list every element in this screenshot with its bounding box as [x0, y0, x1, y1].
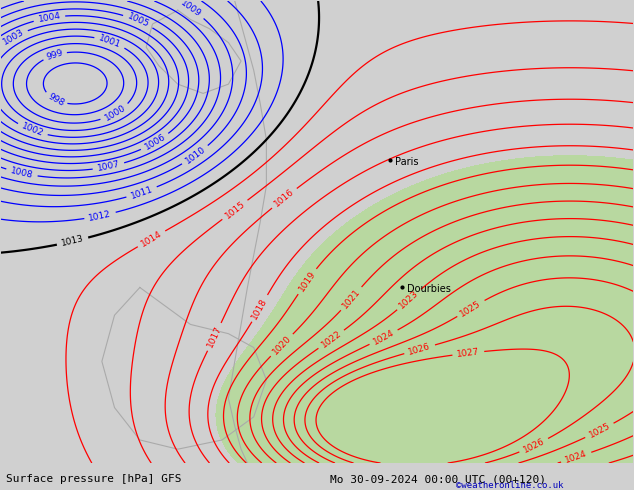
Text: 999: 999: [45, 48, 65, 62]
Text: 1026: 1026: [408, 342, 432, 357]
Text: 1001: 1001: [98, 33, 122, 50]
Text: 1012: 1012: [88, 209, 112, 222]
Text: 1019: 1019: [297, 270, 317, 294]
Text: 1011: 1011: [129, 184, 154, 200]
Text: 1005: 1005: [126, 12, 150, 29]
Text: Dourbies: Dourbies: [408, 284, 451, 294]
Text: 1015: 1015: [223, 199, 247, 221]
Text: 1010: 1010: [183, 145, 207, 166]
Text: 1020: 1020: [271, 334, 293, 357]
Text: 1024: 1024: [564, 449, 588, 465]
Text: 1023: 1023: [398, 289, 420, 311]
Text: 1006: 1006: [143, 132, 167, 152]
Text: 1025: 1025: [459, 298, 483, 318]
Text: 1024: 1024: [372, 328, 396, 346]
Text: 1018: 1018: [250, 296, 269, 320]
Text: 998: 998: [46, 92, 65, 108]
Text: 1022: 1022: [320, 329, 343, 350]
Text: 1004: 1004: [37, 11, 61, 24]
Text: 1017: 1017: [205, 324, 223, 349]
Text: 1008: 1008: [10, 166, 34, 180]
Text: Surface pressure [hPa] GFS: Surface pressure [hPa] GFS: [6, 474, 182, 484]
Text: 1027: 1027: [456, 347, 480, 359]
Text: Mo 30-09-2024 00:00 UTC (00+120): Mo 30-09-2024 00:00 UTC (00+120): [330, 474, 546, 484]
Text: 1003: 1003: [1, 27, 25, 47]
Text: 1021: 1021: [340, 287, 362, 310]
Text: 1009: 1009: [179, 0, 203, 19]
Text: 1025: 1025: [587, 421, 612, 440]
Text: 1007: 1007: [96, 160, 120, 173]
Text: 1026: 1026: [522, 437, 546, 455]
Text: 1016: 1016: [273, 187, 296, 209]
Text: 1013: 1013: [60, 234, 85, 248]
Text: Paris: Paris: [395, 157, 418, 167]
Text: 1014: 1014: [139, 229, 164, 248]
Text: ©weatheronline.co.uk: ©weatheronline.co.uk: [456, 481, 564, 490]
Text: 1002: 1002: [20, 122, 44, 139]
Text: 1000: 1000: [103, 103, 127, 123]
